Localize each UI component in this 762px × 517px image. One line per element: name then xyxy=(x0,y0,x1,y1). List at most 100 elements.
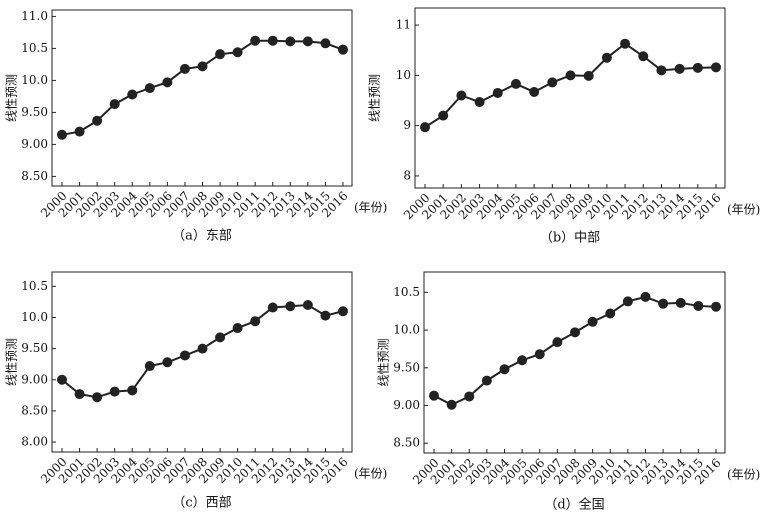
point xyxy=(338,44,348,55)
point xyxy=(179,63,190,74)
point xyxy=(162,357,173,368)
point xyxy=(179,350,190,361)
y-tick-label: 8 xyxy=(403,168,411,182)
y-axis-label: 线性预测 xyxy=(5,338,19,386)
y-tick-label: 10 xyxy=(396,68,411,82)
point xyxy=(92,115,103,126)
point xyxy=(57,374,67,385)
y-tick-label: 10.0 xyxy=(393,323,420,337)
point xyxy=(534,349,545,360)
y-tick-label: 11.0 xyxy=(21,9,48,23)
y-tick-label: 10.0 xyxy=(21,73,48,87)
y-axis-label: 线性预测 xyxy=(5,74,19,122)
point xyxy=(474,97,485,108)
point xyxy=(601,52,612,63)
point xyxy=(605,308,616,319)
point xyxy=(570,327,580,338)
point xyxy=(456,90,467,101)
point xyxy=(675,297,686,308)
point xyxy=(285,36,296,47)
y-tick-label: 9.00 xyxy=(21,137,48,151)
point xyxy=(622,296,633,307)
y-tick-label: 8.50 xyxy=(21,403,48,417)
point xyxy=(620,38,631,49)
y-tick-label: 9 xyxy=(403,118,411,132)
plot-frame xyxy=(51,9,353,187)
point xyxy=(109,99,120,110)
line xyxy=(433,295,717,406)
point xyxy=(250,35,261,46)
point xyxy=(638,51,649,62)
point xyxy=(429,390,439,401)
point xyxy=(250,316,261,327)
point xyxy=(215,332,226,343)
point xyxy=(565,70,576,81)
point xyxy=(499,364,510,375)
y-axis-label: 线性预测 xyxy=(377,338,391,386)
point xyxy=(552,337,563,348)
point xyxy=(144,83,155,94)
point xyxy=(74,389,85,400)
point xyxy=(215,49,226,60)
y-tick-label: 11 xyxy=(396,18,411,32)
y-tick-label: 8.50 xyxy=(21,169,48,183)
point xyxy=(693,300,704,311)
point xyxy=(302,36,313,47)
point xyxy=(162,77,173,88)
point xyxy=(547,77,558,88)
point xyxy=(492,87,503,98)
point xyxy=(711,301,721,312)
caption: （b）中部 xyxy=(540,231,600,246)
plot-frame xyxy=(51,271,353,453)
point xyxy=(267,302,278,313)
point xyxy=(320,310,331,321)
point xyxy=(197,343,208,354)
y-tick-label: 8.00 xyxy=(21,435,48,449)
y-tick-label: 10.5 xyxy=(393,285,420,299)
point xyxy=(74,126,85,137)
point xyxy=(464,391,475,402)
y-tick-label: 10.0 xyxy=(21,310,48,324)
y-tick-label: 9.50 xyxy=(21,341,48,355)
x-axis-label: (年份) xyxy=(354,467,387,481)
y-tick-label: 9.00 xyxy=(393,398,420,412)
point xyxy=(320,38,331,49)
line xyxy=(61,39,344,136)
point xyxy=(529,86,540,97)
caption: （d）全国 xyxy=(544,497,604,513)
y-tick-label: 9.50 xyxy=(393,360,420,374)
point xyxy=(420,122,430,133)
point xyxy=(57,129,67,140)
point xyxy=(267,35,278,46)
y-axis-label: 线性预测 xyxy=(368,74,382,122)
point xyxy=(692,62,703,73)
y-tick-label: 9.00 xyxy=(21,372,48,386)
y-tick-label: 10.5 xyxy=(21,279,48,293)
point xyxy=(587,316,598,327)
point xyxy=(232,47,243,58)
point xyxy=(109,386,120,397)
point xyxy=(92,392,103,403)
line xyxy=(424,42,717,129)
point xyxy=(127,89,138,100)
point xyxy=(197,61,208,72)
point xyxy=(302,300,313,311)
point xyxy=(711,62,721,73)
caption: （c）西部 xyxy=(172,496,231,511)
point xyxy=(510,78,521,89)
point xyxy=(446,399,457,410)
x-axis-label: (年份) xyxy=(727,203,760,217)
caption: （a）东部 xyxy=(172,229,232,244)
point xyxy=(640,291,651,302)
point xyxy=(656,65,667,76)
point xyxy=(127,385,138,396)
point xyxy=(144,361,155,372)
point xyxy=(285,301,296,312)
point xyxy=(232,323,243,334)
x-axis-label: (年份) xyxy=(727,468,760,482)
point xyxy=(658,298,669,309)
y-tick-label: 9.50 xyxy=(21,105,48,119)
y-tick-label: 10.5 xyxy=(21,41,48,55)
x-axis-label: (年份) xyxy=(354,201,387,215)
